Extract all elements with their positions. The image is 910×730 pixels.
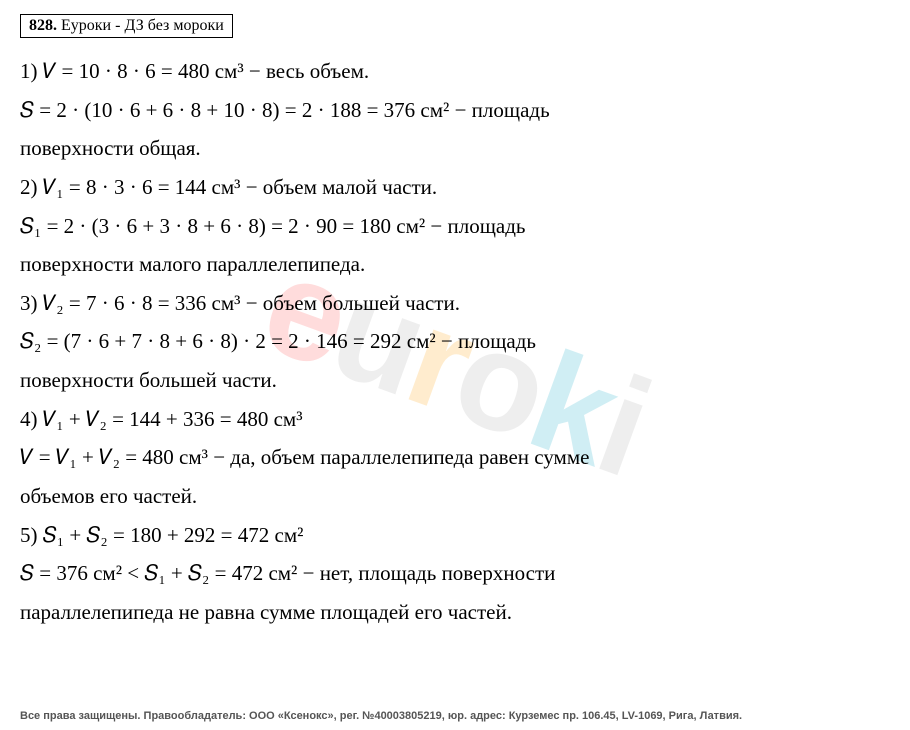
solution-line: объемов его частей. [20,479,890,514]
solution-line: 2) 𝑉₁ = 8 · 3 · 6 = 144 см³ − объем мало… [20,170,890,205]
solution-line: 𝑆 = 2 · (10 · 6 + 6 · 8 + 10 · 8) = 2 · … [20,93,890,128]
solution-line: 𝑆 = 376 см² < 𝑆₁ + 𝑆₂ = 472 см² − нет, п… [20,556,890,591]
content-body: 828. Еуроки - ДЗ без мороки 1) 𝑉 = 10 · … [20,14,890,630]
solution-line: 3) 𝑉₂ = 7 · 6 · 8 = 336 см³ − объем боль… [20,286,890,321]
solution-line: поверхности малого параллелепипеда. [20,247,890,282]
solution-line: 1) 𝑉 = 10 · 8 · 6 = 480 см³ − весь объем… [20,54,890,89]
solution-line: поверхности большей части. [20,363,890,398]
solution-line: 4) 𝑉₁ + 𝑉₂ = 144 + 336 = 480 см³ [20,402,890,437]
solution-line: 5) 𝑆₁ + 𝑆₂ = 180 + 292 = 472 см² [20,518,890,553]
solution-line: 𝑆₂ = (7 · 6 + 7 · 8 + 6 · 8) · 2 = 2 · 1… [20,324,890,359]
problem-number: 828. [29,17,57,34]
solution-line: поверхности общая. [20,131,890,166]
copyright-footer: Все права защищены. Правообладатель: ООО… [20,710,890,722]
problem-title: Еуроки - ДЗ без мороки [61,17,224,34]
solution-line: параллелепипеда не равна сумме площадей … [20,595,890,630]
solution-line: 𝑉 = 𝑉₁ + 𝑉₂ = 480 см³ − да, объем паралл… [20,440,890,475]
problem-header: 828. Еуроки - ДЗ без мороки [20,14,233,38]
solution-line: 𝑆₁ = 2 · (3 · 6 + 3 · 8 + 6 · 8) = 2 · 9… [20,209,890,244]
